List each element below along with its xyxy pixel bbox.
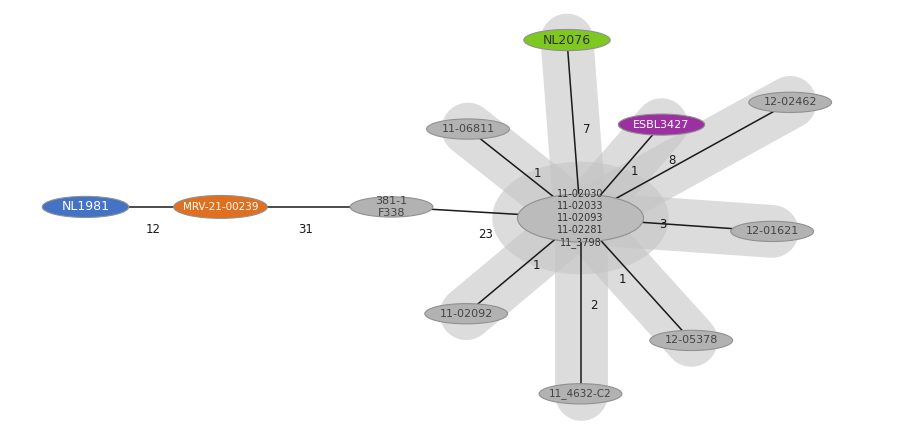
Text: ESBL3427: ESBL3427 bbox=[634, 120, 689, 129]
Ellipse shape bbox=[42, 196, 129, 218]
Text: 11_4632-C2: 11_4632-C2 bbox=[549, 388, 612, 399]
Text: 1: 1 bbox=[534, 167, 542, 180]
Text: 12: 12 bbox=[146, 222, 160, 236]
Ellipse shape bbox=[518, 194, 644, 242]
Text: 3: 3 bbox=[659, 218, 667, 231]
Text: 1: 1 bbox=[631, 165, 638, 178]
Ellipse shape bbox=[749, 92, 832, 113]
Text: 11-02030
11-02033
11-02093
11-02281
11_3798: 11-02030 11-02033 11-02093 11-02281 11_3… bbox=[557, 189, 604, 247]
Ellipse shape bbox=[427, 119, 509, 139]
Ellipse shape bbox=[539, 384, 622, 404]
Text: MRV-21-00239: MRV-21-00239 bbox=[183, 202, 258, 212]
Text: NL2076: NL2076 bbox=[543, 33, 591, 47]
Ellipse shape bbox=[350, 197, 433, 217]
Text: 11-06811: 11-06811 bbox=[441, 124, 495, 134]
Text: 12-05378: 12-05378 bbox=[664, 336, 718, 345]
Text: 7: 7 bbox=[583, 122, 591, 136]
Text: 31: 31 bbox=[299, 222, 313, 236]
Ellipse shape bbox=[650, 330, 733, 351]
Ellipse shape bbox=[492, 162, 669, 274]
Ellipse shape bbox=[174, 195, 267, 218]
Text: 1: 1 bbox=[533, 259, 541, 272]
Text: 12-01621: 12-01621 bbox=[745, 227, 799, 236]
Text: 12-02462: 12-02462 bbox=[763, 97, 817, 107]
Ellipse shape bbox=[524, 29, 610, 51]
Text: 381-1
F338: 381-1 F338 bbox=[375, 196, 408, 218]
Text: NL1981: NL1981 bbox=[61, 200, 110, 214]
Text: 11-02092: 11-02092 bbox=[439, 309, 493, 319]
Text: 8: 8 bbox=[668, 154, 676, 167]
Ellipse shape bbox=[618, 114, 705, 135]
Ellipse shape bbox=[731, 221, 814, 242]
Ellipse shape bbox=[425, 303, 508, 324]
Text: 23: 23 bbox=[479, 228, 493, 241]
Text: 1: 1 bbox=[618, 273, 626, 286]
Text: 2: 2 bbox=[590, 299, 598, 312]
